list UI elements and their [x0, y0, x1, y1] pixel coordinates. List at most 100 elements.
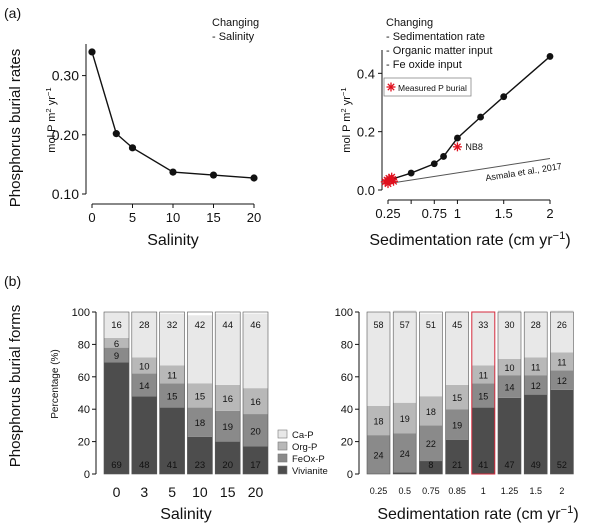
salinity-bars-x-tick-label: 20 — [248, 484, 264, 500]
sedrate-bars-x-tick-label: 1.5 — [529, 486, 542, 496]
sedrate-bars-bar-segment-feox-p — [367, 435, 390, 474]
salinity-bars-bar-value-label: 16 — [111, 320, 122, 331]
measured-p-burial-marker-stroke — [453, 143, 462, 151]
salinity-data-point — [250, 174, 258, 182]
sedrate-bars-x-tick-label: 0.5 — [398, 486, 411, 496]
sedrate-bars-bar-value-label: 12 — [557, 376, 567, 386]
sedrate-y-tick-label: 0.2 — [357, 125, 375, 140]
panel-a-row-label: Phosphorus burial rates — [7, 49, 24, 207]
legend-label-vivianite: Vivianite — [292, 466, 328, 477]
salinity-bars-bar-value-label: 46 — [250, 320, 261, 331]
sedrate-bars-bar-value-label: 45 — [452, 320, 462, 330]
salinity-bars-bar-segment-vivianite — [243, 446, 268, 474]
sedrate-data-point — [546, 53, 554, 60]
sedrate-bars-bar-value-label: 14 — [504, 383, 514, 393]
salinity-bars-y-tick-label: 100 — [72, 307, 90, 319]
sedrate-bars-bar-value-label: 18 — [426, 407, 436, 417]
salinity-x-tick-label: 15 — [206, 210, 220, 225]
sedrate-bars-bar-segment-feox-p — [445, 409, 469, 440]
sedrate-data-point — [430, 160, 438, 168]
sedrate-bars-bar-value-label: 11 — [531, 362, 540, 372]
salinity-data-point — [128, 144, 137, 152]
sedrate-bars-bar-segment-org-p — [550, 352, 574, 371]
sedrate-bars-bar-value-label: 19 — [452, 421, 462, 431]
sedrate-bars-bar-value-label: 15 — [478, 391, 488, 401]
salinity-x-axis-label: Salinity — [147, 232, 199, 249]
salinity-bars-bar-value-label: 15 — [195, 391, 206, 402]
sedrate-bars-bar-value-label: 51 — [426, 320, 436, 330]
salinity-bars-bar-value-label: 69 — [111, 460, 122, 471]
percentage-y-axis-label: Percentage (%) — [50, 349, 61, 418]
sedrate-bars-bar-segment-feox-p — [471, 383, 495, 408]
salinity-bars-bar-segment-vivianite — [131, 396, 157, 474]
salinity-bars-bar-outline — [242, 311, 269, 475]
salinity-bars-bar-segment-feox-p — [104, 347, 129, 363]
salinity-x-tick-label: 5 — [129, 210, 136, 225]
salinity-bars-bar-value-label: 17 — [250, 460, 261, 471]
panel-b-row-label: Phosphorus burial forms — [7, 305, 24, 468]
sedrate-data-point — [454, 134, 461, 142]
measured-p-burial-marker — [388, 175, 398, 184]
salinity-y-axis-label: mol P m2 yr−1 — [44, 87, 59, 152]
sedrate-bars-bar-segment-ca-p — [445, 312, 469, 385]
salinity-bars-x-tick-label: 0 — [113, 484, 121, 500]
sedrate-bars-bar-segment-vivianite — [550, 389, 574, 474]
salinity-bars-bar-value-label: 16 — [222, 394, 233, 405]
salinity-bars-y-tick-label: 40 — [78, 404, 90, 416]
salinity-bars-bar-value-label: 6 — [114, 339, 119, 350]
salinity-bars-bar-segment-feox-p — [131, 373, 157, 397]
salinity-bars-x-tick-label: 10 — [192, 484, 208, 500]
sedrate-bars-bar-outline — [550, 311, 574, 475]
salinity-bars-bar-segment-vivianite — [187, 436, 213, 474]
salinity-series-line — [91, 51, 255, 179]
sedrate-data-point — [477, 113, 484, 121]
salinity-bars-bar-value-label: 9 — [114, 351, 119, 362]
sedrate-bars-bar-segment-ca-p — [419, 313, 443, 397]
salinity-data-point — [112, 130, 120, 138]
salinity-data-point — [169, 168, 177, 176]
salinity-bars-bar-value-label: 15 — [167, 391, 178, 402]
salinity-bars-bar-value-label: 18 — [195, 418, 206, 429]
sedrate-bars-bar-segment-org-p — [524, 357, 548, 376]
sedrate-bars-bar-segment-ca-p — [393, 310, 417, 403]
sedrate-x-tick-label: 0.75 — [422, 206, 447, 221]
salinity-x-tick-label: 20 — [247, 210, 261, 225]
salinity-bars-bar-segment-org-p — [104, 337, 129, 348]
sedrate-bars-x-tick-label: 0.25 — [370, 486, 388, 496]
sedrate-bars-bar-value-label: 11 — [557, 357, 566, 367]
sedrate-bars-x-tick-label: 2 — [559, 486, 564, 496]
sedrate-bars-bar-outline — [419, 311, 443, 475]
sedrate-series-line — [387, 55, 551, 182]
salinity-bars-bar-segment-org-p — [131, 357, 157, 374]
sedrate-bars-bar-value-label: 58 — [373, 320, 383, 330]
salinity-bars-bar-segment-vivianite — [215, 441, 241, 474]
panel-b-label: (b) — [4, 273, 21, 289]
sedrate-x-axis-label: Sedimentation rate (cm yr−1) — [369, 230, 570, 249]
sedrate-bars-bar-value-label: 21 — [452, 460, 462, 470]
sedrate-bars-x-tick-label: 1 — [481, 486, 486, 496]
salinity-bars-bar-value-label: 48 — [139, 460, 150, 471]
sedrate-bars-bar-segment-vivianite — [524, 394, 548, 474]
salinity-bars-x-tick-label: 5 — [168, 484, 176, 500]
sedrate-bars-bar-segment-ca-p — [550, 310, 574, 353]
salinity-bars-bar-segment-org-p — [243, 388, 268, 415]
sedrate-bars-bar-segment-feox-p — [419, 425, 443, 462]
sedrate-bars-bar-value-label: 15 — [452, 393, 462, 403]
salinity-bars-bar-value-label: 20 — [222, 460, 233, 471]
salinity-bars-bar-value-label: 41 — [167, 460, 178, 471]
sedrate-bars-bar-outline — [471, 311, 496, 475]
measured-legend-icon-stroke — [387, 83, 395, 91]
salinity-bars-bar-segment-feox-p — [187, 407, 213, 437]
salinity-data-point — [209, 171, 218, 179]
sedrate-bars-bar-outline — [392, 311, 417, 475]
legend-label-org-p: Org-P — [292, 442, 317, 453]
salinity-bars-y-tick-label: 80 — [78, 339, 90, 351]
salinity-bars-bar-segment-ca-p — [243, 313, 268, 389]
measured-legend-icon — [386, 82, 396, 92]
sedrate-bars-x-axis-label: Sedimentation rate (cm yr−1) — [377, 504, 578, 523]
sedrate-annotation-line-2: - Sedimentation rate — [386, 31, 485, 43]
salinity-bars-x-tick-label: 3 — [140, 484, 148, 500]
sedrate-bars-x-tick-label: 0.85 — [448, 486, 466, 496]
nb8-label: NB8 — [465, 142, 483, 152]
sedrate-x-tick-label: 1.5 — [495, 206, 513, 221]
